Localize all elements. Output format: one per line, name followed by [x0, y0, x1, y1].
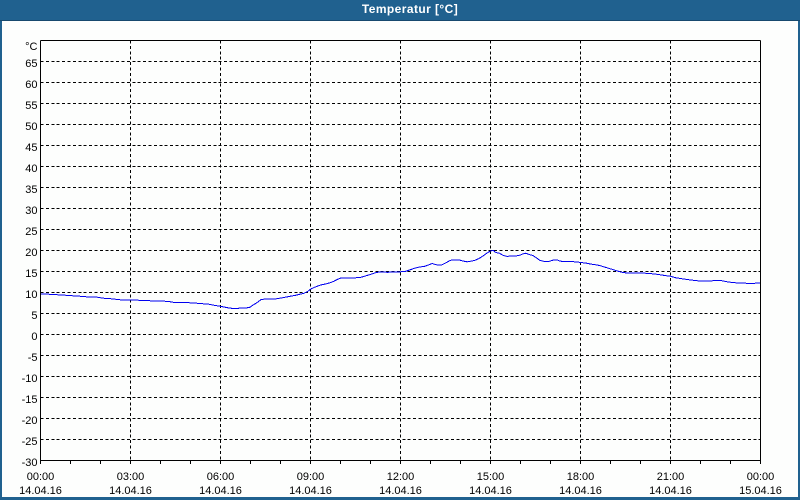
svg-text:0: 0 [31, 331, 37, 343]
svg-text:Temperatur [°C]: Temperatur [°C] [362, 2, 458, 16]
svg-text:25: 25 [25, 226, 37, 238]
svg-text:50: 50 [25, 121, 37, 133]
svg-text:40: 40 [25, 163, 37, 175]
svg-text:-30: -30 [22, 457, 38, 469]
svg-text:06:00: 06:00 [207, 471, 235, 483]
svg-text:-25: -25 [22, 436, 38, 448]
svg-text:45: 45 [25, 142, 37, 154]
svg-text:00:00: 00:00 [747, 471, 775, 483]
svg-text:14.04.16: 14.04.16 [19, 485, 62, 497]
svg-text:-20: -20 [22, 415, 38, 427]
svg-text:-5: -5 [28, 352, 38, 364]
svg-text:14.04.16: 14.04.16 [379, 485, 422, 497]
svg-text:14.04.16: 14.04.16 [199, 485, 242, 497]
svg-text:5: 5 [31, 310, 37, 322]
svg-text:00:00: 00:00 [27, 471, 55, 483]
svg-text:-10: -10 [22, 373, 38, 385]
svg-text:65: 65 [25, 58, 37, 70]
svg-text:20: 20 [25, 247, 37, 259]
svg-text:21:00: 21:00 [657, 471, 685, 483]
svg-text:14.04.16: 14.04.16 [289, 485, 332, 497]
svg-text:15:00: 15:00 [477, 471, 505, 483]
svg-text:03:00: 03:00 [117, 471, 145, 483]
svg-text:12:00: 12:00 [387, 471, 415, 483]
svg-text:10: 10 [25, 289, 37, 301]
svg-text:14.04.16: 14.04.16 [559, 485, 602, 497]
svg-text:14.04.16: 14.04.16 [649, 485, 692, 497]
svg-text:30: 30 [25, 205, 37, 217]
svg-text:60: 60 [25, 79, 37, 91]
svg-text:15: 15 [25, 268, 37, 280]
svg-text:°C: °C [25, 41, 37, 53]
svg-text:09:00: 09:00 [297, 471, 325, 483]
svg-text:55: 55 [25, 100, 37, 112]
svg-text:15.04.16: 15.04.16 [739, 485, 782, 497]
svg-text:14.04.16: 14.04.16 [469, 485, 512, 497]
svg-text:-15: -15 [22, 394, 38, 406]
svg-text:35: 35 [25, 184, 37, 196]
svg-text:14.04.16: 14.04.16 [109, 485, 152, 497]
svg-text:18:00: 18:00 [567, 471, 595, 483]
